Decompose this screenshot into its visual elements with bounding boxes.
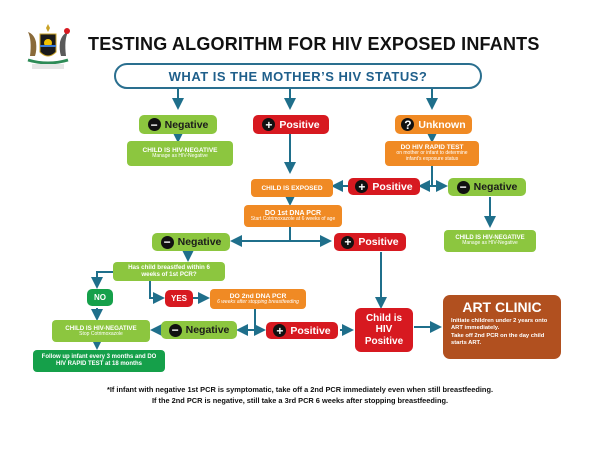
plus-icon: +: [355, 180, 369, 193]
child-negative-bottom: CHILD IS HIV-NEGATIVE Stop Cotrimoxazole: [52, 320, 150, 342]
rapid-positive: + Positive: [348, 178, 420, 195]
pcr1-sub: Start Cotrimoxazole at 6 weeks of age: [250, 215, 336, 222]
breastfed-question-text: Has child breastfed within 6 weeks of 1s…: [128, 263, 210, 278]
first-dna-pcr: DO 1st DNA PCR Start Cotrimoxazole at 6 …: [244, 205, 342, 227]
branch-positive: + Positive: [253, 115, 329, 134]
minus-icon: −: [160, 235, 174, 249]
answer-no-label: NO: [94, 293, 106, 302]
pcr2-positive: + Positive: [266, 322, 338, 339]
footnote: *If infant with negative 1st PCR is symp…: [40, 385, 560, 405]
pcr1-negative-label: Negative: [177, 236, 222, 248]
minus-icon: −: [456, 180, 470, 194]
pcr2-negative-label: Negative: [185, 324, 230, 336]
rapid-positive-label: Positive: [372, 180, 413, 193]
child-exposed: CHILD IS EXPOSED: [251, 179, 333, 197]
pcr1-positive-label: Positive: [358, 236, 399, 248]
child-negative-bottom-title: CHILD IS HIV-NEGATIVE: [65, 324, 137, 332]
question-mark-icon: ?: [401, 118, 415, 131]
child-negative-bottom-sub: Stop Cotrimoxazole: [79, 330, 123, 337]
child-hiv-positive: Child is HIV Positive: [355, 308, 413, 352]
arrow-breastfed-to-yes: [149, 280, 165, 304]
rapid-negative: − Negative: [448, 178, 526, 196]
plus-icon: +: [273, 324, 287, 337]
child-exposed-label: CHILD IS EXPOSED: [261, 184, 323, 192]
child-negative-right: CHILD IS HIV-NEGATIVE Manage as HIV-Nega…: [444, 230, 536, 252]
minus-icon: −: [147, 118, 161, 131]
art-clinic-line2: Take off 2nd PCR on the day child starts…: [451, 333, 545, 346]
pcr1-negative: − Negative: [152, 233, 230, 251]
pcr1-title: DO 1st DNA PCR: [264, 209, 322, 217]
plus-icon: +: [341, 235, 355, 249]
branch-negative-label: Negative: [164, 118, 209, 131]
pcr2-positive-label: Positive: [290, 324, 331, 337]
child-negative-top: CHILD IS HIV-NEGATIVE Manage as HIV-Nega…: [127, 141, 233, 166]
pcr1-positive: + Positive: [334, 233, 406, 251]
answer-yes-label: YES: [170, 294, 187, 303]
hiv-rapid-test: DO HIV RAPID TEST on mother or infant to…: [385, 141, 479, 166]
page-title: TESTING ALGORITHM FOR HIV EXPOSED INFANT…: [88, 34, 540, 54]
breastfed-question: Has child breastfed within 6 weeks of 1s…: [113, 262, 225, 281]
minus-icon: −: [168, 323, 182, 337]
rapid-test-sub: on mother or infant to determine infant’…: [396, 150, 468, 162]
child-negative-right-title: CHILD IS HIV-NEGATIVE: [455, 235, 525, 242]
art-clinic: ART CLINIC Initiate children under 2 yea…: [443, 295, 561, 359]
child-negative-right-sub: Manage as HIV-Negative: [462, 240, 518, 247]
branch-unknown-label: Unknown: [418, 118, 466, 131]
question-text: WHAT IS THE MOTHER’S HIV STATUS?: [168, 68, 428, 84]
branch-negative: − Negative: [139, 115, 217, 134]
branch-positive-label: Positive: [279, 118, 320, 131]
plus-icon: +: [262, 118, 276, 131]
child-hiv-positive-label: Child is HIV Positive: [364, 312, 404, 347]
footnote-line-2: If the 2nd PCR is negative, still take a…: [151, 396, 449, 405]
mother-status-question: WHAT IS THE MOTHER’S HIV STATUS?: [114, 63, 482, 89]
child-negative-top-title: CHILD IS HIV-NEGATIVE: [142, 147, 218, 155]
arrow-rapid-split: [425, 166, 433, 187]
pcr2-title: DO 2nd DNA PCR: [229, 292, 287, 300]
rapid-negative-label: Negative: [473, 181, 518, 193]
art-clinic-line1: Initiate children under 2 years onto ART…: [451, 318, 548, 331]
pcr2-sub: 6 weeks after stopping breastfeeding: [217, 298, 299, 305]
pcr2-negative: − Negative: [161, 321, 237, 339]
rapid-test-title: DO HIV RAPID TEST: [400, 144, 464, 152]
answer-no: NO: [87, 289, 113, 306]
coat-of-arms-icon: [27, 24, 70, 69]
branch-unknown: ? Unknown: [395, 115, 472, 134]
child-negative-top-sub: Manage as HIV-Negative: [152, 153, 208, 160]
footnote-line-1: *If infant with negative 1st PCR is symp…: [106, 385, 494, 394]
art-clinic-title: ART CLINIC: [462, 299, 542, 315]
second-dna-pcr: DO 2nd DNA PCR 6 weeks after stopping br…: [210, 289, 306, 309]
follow-up-instructions: Follow up infant every 3 months and DO H…: [33, 350, 165, 372]
follow-up-text: Follow up infant every 3 months and DO H…: [41, 353, 157, 367]
answer-yes: YES: [165, 290, 193, 307]
